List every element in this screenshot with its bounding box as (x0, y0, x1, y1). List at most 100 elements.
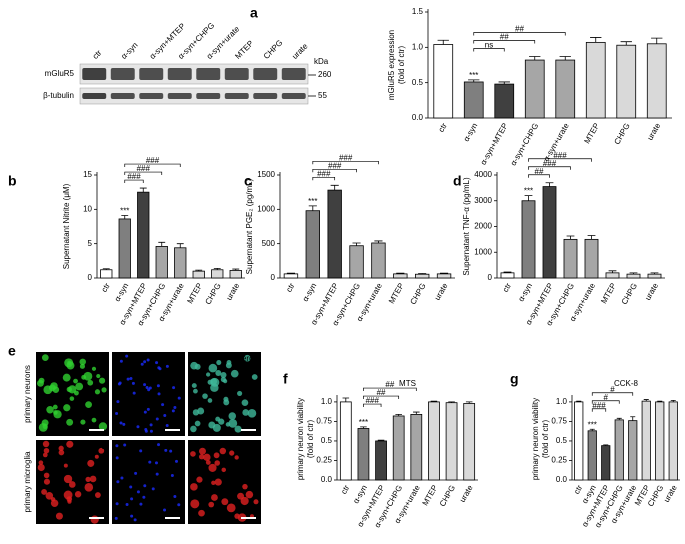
cell (156, 384, 160, 388)
comparison-bracket (312, 160, 379, 165)
cell (169, 449, 173, 453)
cell (198, 454, 205, 460)
error-bar (643, 399, 649, 402)
cell (190, 483, 198, 491)
cell (66, 361, 75, 370)
x-tick-label: ctr (339, 483, 351, 495)
cell (207, 398, 213, 403)
bar (574, 401, 584, 481)
micrograph (112, 352, 185, 436)
cell (80, 419, 86, 425)
bar (641, 400, 651, 481)
error-bar (360, 426, 367, 429)
y-tick-label: 5 (88, 239, 93, 248)
x-tick-label: MTEP (387, 282, 406, 306)
y-tick-label: 1.0 (556, 397, 568, 406)
comparison-bracket (124, 171, 163, 176)
error-bar (232, 268, 240, 271)
cell (117, 382, 121, 386)
cell (125, 354, 129, 358)
band (82, 93, 107, 99)
error-bar (374, 240, 383, 243)
bar (118, 218, 131, 279)
y-tick-label: 1.0 (412, 42, 424, 51)
cell (214, 460, 221, 466)
tile-label: DAPI (163, 354, 182, 363)
cell (52, 404, 58, 410)
bar (415, 273, 430, 279)
cell (191, 383, 197, 389)
blot-row-label: β-tubulin (43, 91, 74, 100)
band (139, 68, 164, 80)
panel-letter: b (8, 173, 17, 189)
comparison-label: ## (515, 25, 524, 34)
cell (177, 503, 181, 507)
cell (98, 422, 108, 431)
cell (134, 471, 138, 475)
cell (62, 373, 71, 382)
cell (245, 490, 254, 499)
cell (139, 449, 143, 453)
y-tick-label: 1500 (257, 170, 275, 179)
comparison-label: ### (553, 151, 567, 160)
cell (247, 408, 257, 418)
x-tick-label: urate (662, 483, 679, 504)
tile-label: DAPI (163, 442, 182, 451)
cell (199, 447, 206, 455)
cell (66, 496, 73, 502)
error-bar (657, 400, 663, 402)
band (82, 68, 107, 80)
error-bar (396, 272, 405, 274)
cell (90, 515, 99, 524)
band (281, 93, 306, 99)
y-tick-label: 0.5 (412, 78, 424, 87)
cell (63, 404, 71, 412)
error-bar (448, 401, 455, 403)
cell (172, 386, 176, 390)
cell (165, 424, 169, 428)
bar (349, 245, 364, 279)
bar (601, 445, 611, 481)
x-tick-label: CHPG (612, 122, 631, 147)
error-bar (195, 269, 203, 272)
y-axis-label: mGluR5 expression (387, 30, 396, 100)
tile-label: Merge (235, 442, 258, 451)
cell (225, 362, 232, 369)
cell (146, 358, 150, 362)
chart: 0.0 0.5 1.0 1.5 mGluR5 expression (fold of ct… (387, 7, 672, 167)
cell (155, 472, 159, 476)
x-tick-label: α-syn+MTEP (479, 122, 510, 167)
comparison-label: ### (328, 161, 342, 170)
cell (63, 474, 73, 484)
cell (42, 452, 48, 458)
y-tick-label: 0.25 (551, 456, 567, 465)
cell (50, 497, 56, 502)
comparison-label: ### (339, 153, 353, 162)
x-tick-label: urate (224, 281, 241, 302)
panel-letter: c (244, 173, 252, 189)
cell (43, 472, 50, 479)
significance-star: *** (588, 420, 597, 429)
bar (229, 270, 242, 279)
cell (155, 417, 159, 421)
cell (85, 476, 91, 482)
bar (646, 43, 667, 119)
y-tick-label: 2000 (474, 222, 492, 231)
cell (205, 372, 211, 377)
band (167, 93, 192, 99)
error-bar (430, 400, 438, 402)
comparison-bracket (363, 403, 382, 408)
error-bar (651, 37, 663, 44)
x-tick-label: α-syn+CHPG (509, 122, 541, 168)
cell (196, 476, 203, 483)
error-bar (342, 397, 350, 402)
cell (226, 503, 236, 513)
bar (585, 41, 606, 119)
cell (115, 502, 119, 506)
comparison-bracket (363, 395, 400, 400)
y-tick-label: 1000 (474, 247, 492, 256)
y-tick-label: 500 (262, 239, 276, 248)
y-tick-label: 1.5 (412, 7, 424, 16)
cell (66, 418, 74, 426)
